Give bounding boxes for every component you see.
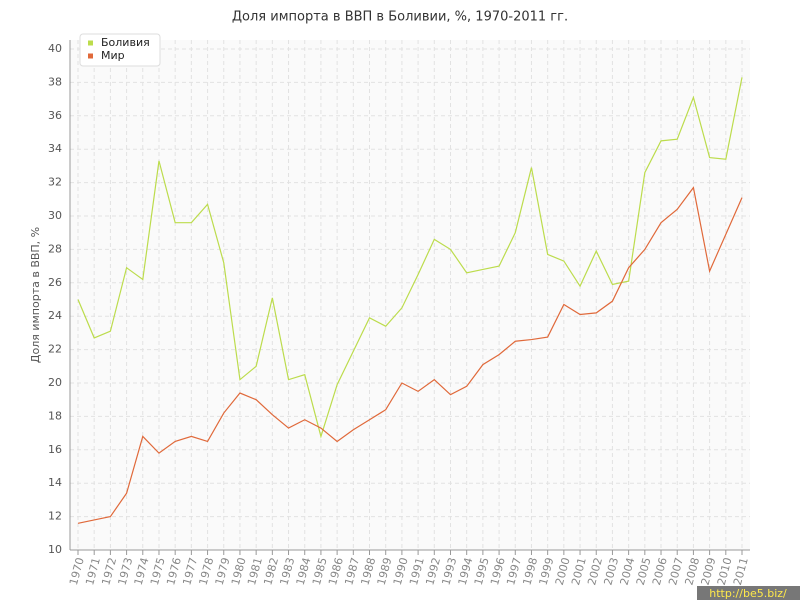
chart-title: Доля импорта в ВВП в Боливии, %, 1970-20… xyxy=(232,10,568,25)
y-tick-label: 32 xyxy=(48,176,62,189)
y-tick-label: 14 xyxy=(48,476,62,489)
series-line xyxy=(77,186,743,524)
legend-label: Боливия xyxy=(101,36,150,49)
y-tick-label: 26 xyxy=(48,276,62,289)
legend-label: Мир xyxy=(101,49,125,62)
watermark-bg xyxy=(697,586,800,600)
y-tick-label: 28 xyxy=(48,242,62,255)
y-tick-label: 20 xyxy=(48,376,62,389)
y-tick-label: 36 xyxy=(48,109,62,122)
legend-swatch xyxy=(88,40,93,46)
series-line xyxy=(77,77,743,439)
y-tick-label: 38 xyxy=(48,75,62,88)
y-tick-label: 40 xyxy=(48,42,62,55)
y-tick-label: 30 xyxy=(48,209,62,222)
y-tick-label: 18 xyxy=(48,409,62,422)
y-axis-label: Доля импорта в ВВП, % xyxy=(29,227,42,363)
legend-box xyxy=(79,33,161,67)
y-tick-label: 10 xyxy=(48,543,62,556)
watermark: http://be5.biz/ xyxy=(709,587,787,600)
y-tick-label: 16 xyxy=(48,443,62,456)
y-tick-label: 24 xyxy=(48,309,62,322)
y-tick-label: 22 xyxy=(48,343,62,356)
y-tick-label: 34 xyxy=(48,142,62,155)
legend-swatch xyxy=(88,53,93,59)
plot-background xyxy=(70,40,750,550)
y-tick-label: 12 xyxy=(48,510,62,523)
